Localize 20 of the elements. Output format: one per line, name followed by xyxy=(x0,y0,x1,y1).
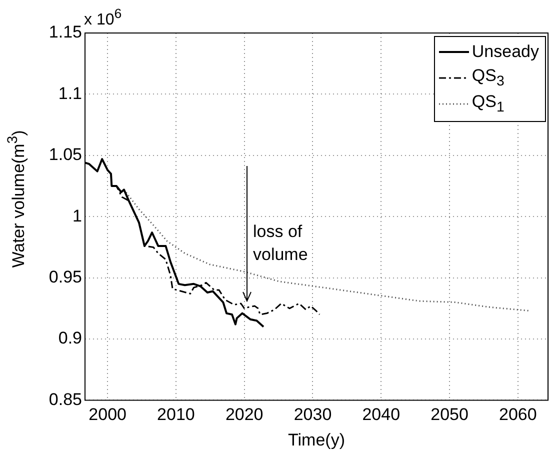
x-tick-label: 2040 xyxy=(362,405,400,424)
text: x 10$^{6}$ xyxy=(84,6,122,30)
x-tick-label: 2050 xyxy=(430,405,468,424)
x-tick-label: 2060 xyxy=(498,405,537,424)
x-tick-label: 2010 xyxy=(157,405,195,424)
legend-label: Unseady xyxy=(472,42,539,62)
annotation: loss of volume xyxy=(253,221,308,266)
y-tick-label: 1 xyxy=(72,206,82,226)
x-tick-label: 2020 xyxy=(225,405,264,424)
x-tick-label: 2000 xyxy=(88,405,126,424)
legend-label: QS$_{3}$ xyxy=(472,66,504,90)
legend-label: QS$_{1}$ xyxy=(472,92,504,116)
y-tick-label: 1.05 xyxy=(48,145,82,164)
x-tick-label: 2030 xyxy=(294,405,332,424)
y-tick-label: 1.15 xyxy=(48,22,82,42)
y-tick-label: 0.95 xyxy=(48,267,82,286)
y-tick-label: 0.85 xyxy=(48,390,82,409)
y-tick-label: 1.1 xyxy=(58,84,82,103)
y-tick-label: 0.9 xyxy=(58,328,82,348)
x-axis-title: Time(y) xyxy=(288,430,345,450)
